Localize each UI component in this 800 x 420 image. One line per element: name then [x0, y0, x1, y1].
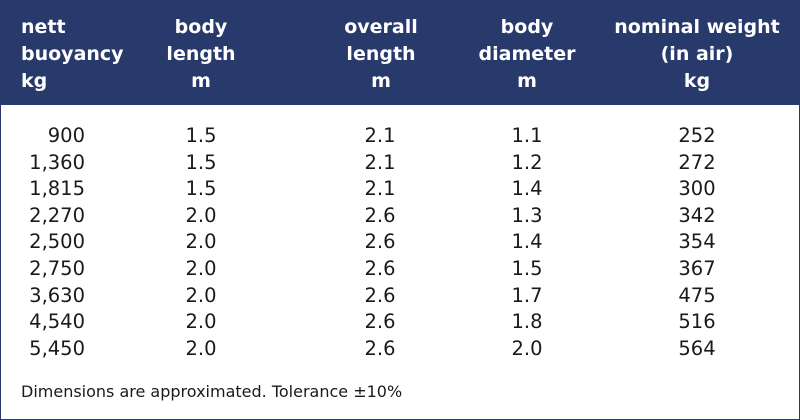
cell-body-diameter: 1.2 [511, 150, 543, 174]
header-nett-buoyancy: nett buoyancy kg [21, 14, 124, 95]
cell-nett-buoyancy: 2,500 [29, 230, 85, 254]
header-line: nominal weight [614, 16, 780, 38]
cell-nominal-weight: 300 [678, 177, 716, 201]
table-row: 3,630 2.0 2.6 1.7 475 [1, 283, 799, 310]
table-row: 2,500 2.0 2.6 1.4 354 [1, 229, 799, 256]
cell-body-length: 2.0 [185, 336, 217, 360]
table-row: 4,540 2.0 2.6 1.8 516 [1, 309, 799, 336]
table-row: 2,750 2.0 2.6 1.5 367 [1, 256, 799, 283]
cell-nominal-weight: 354 [678, 230, 716, 254]
header-line: m [517, 70, 537, 92]
cell-overall-length: 2.6 [364, 283, 396, 307]
cell-body-diameter: 1.4 [511, 177, 543, 201]
cell-body-diameter: 1.3 [511, 203, 543, 227]
cell-nominal-weight: 272 [678, 150, 716, 174]
cell-overall-length: 2.6 [364, 310, 396, 334]
header-line: length [166, 43, 236, 65]
cell-overall-length: 2.1 [364, 177, 396, 201]
cell-nominal-weight: 252 [678, 124, 716, 147]
header-line: kg [21, 70, 48, 92]
cell-body-diameter: 2.0 [511, 336, 543, 360]
header-line: nett [21, 16, 66, 38]
cell-nominal-weight: 564 [678, 336, 716, 360]
header-line: m [371, 70, 391, 92]
cell-body-diameter: 1.8 [511, 310, 543, 334]
table-header: nett buoyancy kg body length m overall l… [1, 1, 799, 105]
cell-body-length: 2.0 [185, 256, 217, 280]
cell-nett-buoyancy: 2,750 [29, 256, 85, 280]
header-line: buoyancy [21, 43, 124, 65]
cell-body-diameter: 1.4 [511, 230, 543, 254]
header-line: m [191, 70, 211, 92]
cell-overall-length: 2.6 [364, 256, 396, 280]
header-line: body [500, 16, 554, 38]
cell-overall-length: 2.6 [364, 230, 396, 254]
cell-body-length: 2.0 [185, 203, 217, 227]
cell-body-diameter: 1.1 [511, 124, 543, 147]
table-row: 2,270 2.0 2.6 1.3 342 [1, 203, 799, 230]
cell-nett-buoyancy: 4,540 [29, 310, 85, 334]
cell-body-length: 2.0 [185, 230, 217, 254]
cell-nett-buoyancy: 1,815 [29, 177, 85, 201]
header-body-diameter: body diameter m [479, 14, 576, 95]
cell-nominal-weight: 342 [678, 203, 716, 227]
header-line: diameter [478, 43, 576, 65]
table-row: 1,815 1.5 2.1 1.4 300 [1, 176, 799, 203]
cell-nett-buoyancy: 2,270 [29, 203, 85, 227]
tolerance-footnote: Dimensions are approximated. Tolerance ±… [21, 382, 403, 401]
cell-nominal-weight: 516 [678, 310, 716, 334]
cell-overall-length: 2.6 [364, 336, 396, 360]
cell-body-diameter: 1.5 [511, 256, 543, 280]
cell-overall-length: 2.1 [364, 150, 396, 174]
cell-body-length: 1.5 [185, 124, 217, 147]
cell-nett-buoyancy: 1,360 [29, 150, 85, 174]
cell-body-diameter: 1.7 [511, 283, 543, 307]
table-row: 5,450 2.0 2.6 2.0 564 [1, 336, 799, 363]
cell-nett-buoyancy: 900 [47, 124, 85, 147]
cell-body-length: 2.0 [185, 310, 217, 334]
table-row: 900 1.5 2.1 1.1 252 [1, 123, 799, 150]
header-line: body [174, 16, 228, 38]
cell-body-length: 1.5 [185, 177, 217, 201]
header-line: (in air) [660, 43, 734, 65]
header-line: overall [344, 16, 418, 38]
table-body: 900 1.5 2.1 1.1 252 1,360 1.5 2.1 1.2 27… [1, 123, 799, 362]
header-nominal-weight: nominal weight (in air) kg [614, 14, 780, 95]
cell-nominal-weight: 367 [678, 256, 716, 280]
cell-overall-length: 2.6 [364, 203, 396, 227]
cell-nett-buoyancy: 3,630 [29, 283, 85, 307]
header-overall-length: overall length m [344, 14, 418, 95]
cell-body-length: 2.0 [185, 283, 217, 307]
header-line: kg [683, 70, 711, 92]
cell-nett-buoyancy: 5,450 [29, 336, 85, 360]
cell-body-length: 1.5 [185, 150, 217, 174]
header-body-length: body length m [166, 14, 235, 95]
cell-overall-length: 2.1 [364, 124, 396, 147]
cell-nominal-weight: 475 [678, 283, 716, 307]
header-line: length [346, 43, 416, 65]
table-row: 1,360 1.5 2.1 1.2 272 [1, 150, 799, 177]
